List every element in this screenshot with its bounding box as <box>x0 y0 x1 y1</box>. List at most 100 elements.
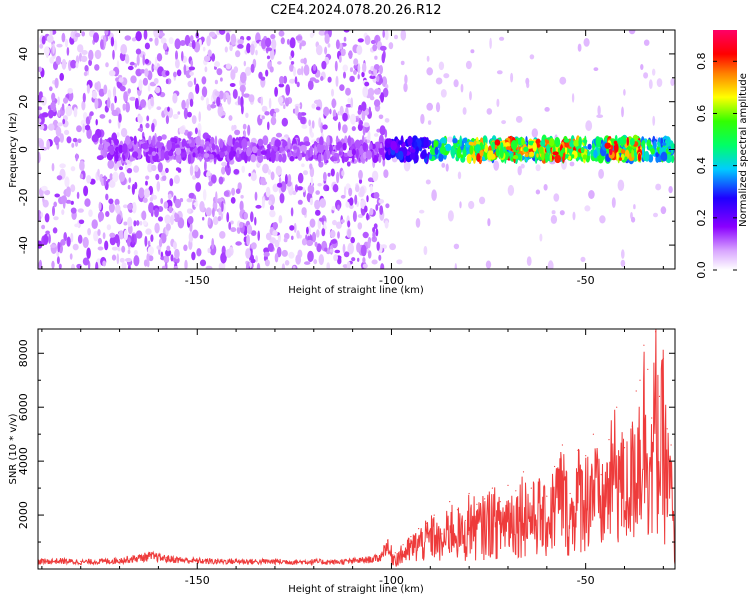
signal-cell <box>260 150 267 155</box>
noise-cell <box>278 177 282 185</box>
noise-cell <box>136 54 140 66</box>
noise-cell <box>56 43 63 48</box>
noise-cell <box>133 249 138 256</box>
noise-cell <box>507 184 515 196</box>
signal-cell <box>326 135 330 146</box>
noise-cell <box>205 207 212 217</box>
noise-cell <box>572 211 576 221</box>
noise-cell <box>255 204 262 209</box>
snr-data-point <box>99 560 101 562</box>
noise-cell <box>103 35 107 47</box>
signal-cell <box>420 149 427 159</box>
noise-cell <box>241 165 245 173</box>
signal-cell <box>195 152 198 158</box>
noise-cell <box>250 63 255 73</box>
noise-cell <box>162 42 168 51</box>
noise-cell <box>121 262 127 269</box>
noise-cell <box>51 260 55 269</box>
snr-data-point <box>623 447 626 449</box>
noise-cell <box>366 195 369 203</box>
snr-data-point <box>530 487 532 489</box>
noise-cell <box>198 111 201 123</box>
noise-cell <box>652 115 656 126</box>
noise-cell <box>382 87 389 98</box>
noise-cell <box>262 135 269 146</box>
snr-data-point <box>631 425 633 427</box>
noise-cell <box>206 170 211 177</box>
signal-cell <box>657 141 660 146</box>
noise-cell <box>580 256 586 262</box>
signal-cell <box>587 150 590 156</box>
noise-cell <box>501 120 506 125</box>
signal-cell <box>336 141 343 149</box>
signal-cell <box>539 146 544 154</box>
noise-cell <box>74 223 80 228</box>
noise-cell <box>367 238 371 249</box>
noise-cell <box>315 190 321 195</box>
noise-cell <box>499 36 505 41</box>
noise-cell <box>133 220 137 227</box>
noise-cell <box>596 114 604 118</box>
signal-cell <box>227 135 233 147</box>
noise-cell <box>343 36 347 42</box>
noise-cell <box>78 219 85 225</box>
noise-cell <box>250 258 256 264</box>
noise-cell <box>59 133 64 143</box>
noise-cell <box>81 31 85 37</box>
noise-cell <box>51 92 56 102</box>
noise-cell <box>245 248 251 259</box>
noise-cell <box>290 207 294 217</box>
noise-cell <box>241 86 244 97</box>
noise-cell <box>290 61 295 65</box>
signal-cell <box>195 135 201 146</box>
noise-cell <box>597 105 601 116</box>
noise-cell <box>224 165 228 173</box>
noise-cell <box>296 230 300 239</box>
noise-cell <box>109 236 116 246</box>
signal-cell <box>587 143 592 150</box>
noise-cell <box>371 170 379 182</box>
signal-cell <box>347 150 354 157</box>
noise-cell <box>349 204 354 210</box>
spectrogram-y-tick-label: 0 <box>17 146 30 153</box>
noise-cell <box>265 47 273 52</box>
noise-cell <box>199 201 205 212</box>
noise-cell <box>99 114 106 119</box>
noise-cell <box>61 103 65 111</box>
noise-cell <box>189 164 194 176</box>
snr-data-point <box>585 455 587 457</box>
noise-cell <box>144 58 150 65</box>
noise-cell <box>203 55 211 62</box>
snr-data-point <box>196 559 198 561</box>
noise-cell <box>447 210 454 222</box>
noise-cell <box>364 205 368 213</box>
noise-cell <box>347 228 352 238</box>
spectrogram-x-tick-label: -100 <box>379 274 404 287</box>
noise-cell <box>440 89 447 98</box>
noise-cell <box>327 172 331 177</box>
snr-data-point <box>441 533 443 535</box>
noise-cell <box>135 30 142 42</box>
snr-data-point <box>433 514 435 516</box>
noise-cell <box>355 184 360 193</box>
noise-cell <box>144 68 149 77</box>
noise-cell <box>342 264 349 269</box>
noise-cell <box>354 194 358 205</box>
noise-cell <box>150 96 154 107</box>
noise-cell <box>275 165 282 176</box>
snr-data-point <box>484 498 486 500</box>
noise-cell <box>470 49 475 54</box>
noise-cell <box>57 109 61 117</box>
noise-cell <box>64 176 70 188</box>
noise-cell <box>510 72 514 83</box>
noise-cell <box>362 257 366 264</box>
noise-cell <box>184 259 188 269</box>
noise-cell <box>320 122 324 134</box>
noise-cell <box>311 231 317 243</box>
noise-cell <box>131 233 135 245</box>
noise-cell <box>187 131 192 139</box>
noise-cell <box>179 198 184 203</box>
signal-cell <box>246 141 251 147</box>
noise-cell <box>648 79 653 90</box>
noise-cell <box>373 223 378 229</box>
